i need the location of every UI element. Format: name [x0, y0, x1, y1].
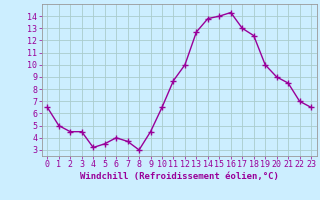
X-axis label: Windchill (Refroidissement éolien,°C): Windchill (Refroidissement éolien,°C): [80, 172, 279, 181]
